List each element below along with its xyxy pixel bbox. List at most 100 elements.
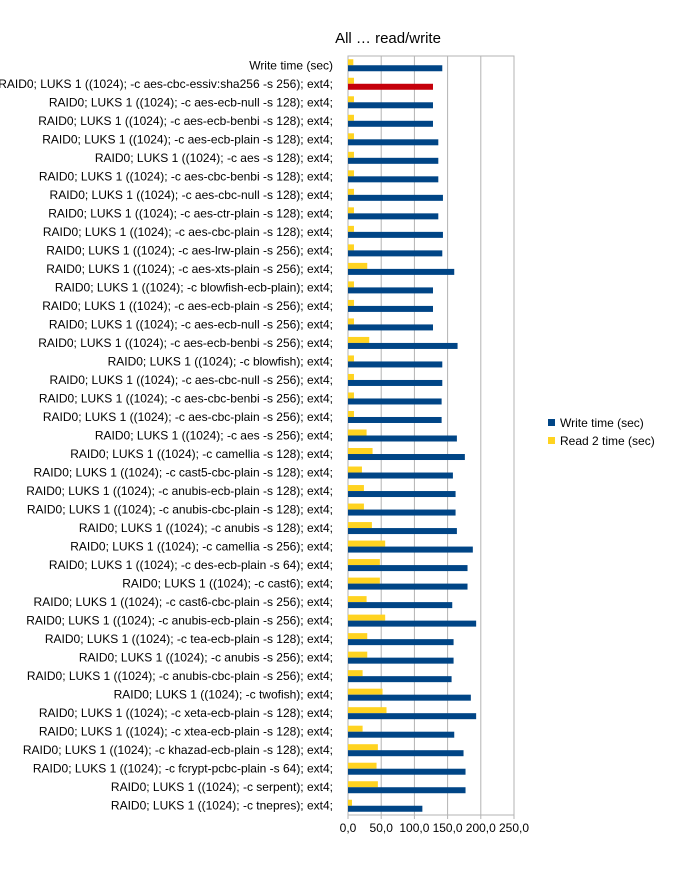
category-label: RAID0; LUKS 1 ((1024); -c aes-ctr-plain … xyxy=(48,206,333,220)
category-label: RAID0; LUKS 1 ((1024); -c cast6); ext4; xyxy=(122,577,333,591)
category-label: RAID0; LUKS 1 ((1024); -c blowfish-ecb-p… xyxy=(55,280,333,294)
bar-read xyxy=(348,299,354,306)
category-label: RAID0; LUKS 1 ((1024); -c aes-ecb-benbi … xyxy=(38,114,333,128)
bar-read xyxy=(348,410,354,417)
category-label: RAID0; LUKS 1 ((1024); -c camellia -s 25… xyxy=(70,540,333,554)
bar-write xyxy=(348,435,457,442)
category-label: RAID0; LUKS 1 ((1024); -c aes -s 128); e… xyxy=(95,151,333,165)
bar-read xyxy=(348,244,354,251)
category-label: RAID0; LUKS 1 ((1024); -c xtea-ecb-plain… xyxy=(39,725,333,739)
bar-read xyxy=(348,762,377,769)
bar-read xyxy=(348,633,368,640)
chart-title: All … read/write xyxy=(335,30,441,47)
bar-write xyxy=(348,639,454,646)
bar-read xyxy=(348,281,354,288)
bar-read xyxy=(348,336,370,343)
bar-write xyxy=(348,805,423,812)
bar-write xyxy=(348,250,443,257)
bar-write xyxy=(348,176,439,183)
category-label: RAID0; LUKS 1 ((1024); -c fcrypt-pcbc-pl… xyxy=(33,762,333,776)
bar-write xyxy=(348,620,477,627)
bar-write xyxy=(348,361,443,368)
bar-write xyxy=(348,305,433,312)
bar-write xyxy=(348,676,452,683)
bar-write xyxy=(348,398,442,405)
bar-read xyxy=(348,392,354,399)
category-label: RAID0; LUKS 1 ((1024); -c aes-ecb-benbi … xyxy=(38,336,333,350)
bar-write xyxy=(348,342,458,349)
bar-read xyxy=(348,503,364,510)
bars-group xyxy=(348,59,477,812)
bar-read xyxy=(348,373,354,380)
category-label: RAID0; LUKS 1 ((1024); -c aes-cbc-essiv:… xyxy=(0,77,333,91)
x-tick-label: 250,0 xyxy=(499,821,529,835)
bar-read xyxy=(348,133,354,140)
bar-read xyxy=(348,170,354,177)
category-label: RAID0; LUKS 1 ((1024); -c xeta-ecb-plain… xyxy=(39,706,333,720)
bar-read xyxy=(348,485,364,492)
bar-write xyxy=(348,491,456,498)
bar-write xyxy=(348,454,465,461)
bar-read xyxy=(348,225,354,232)
bar-read xyxy=(348,670,363,677)
category-label: RAID0; LUKS 1 ((1024); -c tnepres); ext4… xyxy=(111,799,333,813)
category-label: Write time (sec) xyxy=(249,58,333,72)
bar-write xyxy=(348,768,466,775)
category-label: RAID0; LUKS 1 ((1024); -c tea-ecb-plain … xyxy=(45,632,333,646)
bar-read xyxy=(348,596,367,603)
x-tick-label: 150,0 xyxy=(433,821,463,835)
bar-read xyxy=(348,559,380,566)
bar-write xyxy=(348,287,433,294)
legend-swatch xyxy=(548,419,555,426)
bar-read xyxy=(348,262,368,269)
x-tick-label: 50,0 xyxy=(370,821,394,835)
bar-write xyxy=(348,194,443,201)
bar-write xyxy=(348,157,439,164)
bar-write xyxy=(348,750,464,757)
bar-write xyxy=(348,565,468,572)
category-label: RAID0; LUKS 1 ((1024); -c aes-cbc-null -… xyxy=(50,188,333,202)
bar-read xyxy=(348,355,354,362)
bar-read xyxy=(348,151,354,158)
category-label: RAID0; LUKS 1 ((1024); -c anubis -s 128)… xyxy=(79,521,333,535)
category-label: RAID0; LUKS 1 ((1024); -c anubis-cbc-pla… xyxy=(27,669,333,683)
category-label: RAID0; LUKS 1 ((1024); -c camellia -s 12… xyxy=(70,447,333,461)
bar-read xyxy=(348,744,378,751)
bar-write xyxy=(348,528,457,535)
bar-read xyxy=(348,688,383,695)
bar-read xyxy=(348,448,373,455)
category-label: RAID0; LUKS 1 ((1024); -c aes-cbc-benbi … xyxy=(39,169,333,183)
bar-read xyxy=(348,522,372,529)
bar-write xyxy=(348,787,466,794)
category-label: RAID0; LUKS 1 ((1024); -c aes-ecb-plain … xyxy=(42,132,333,146)
category-label: RAID0; LUKS 1 ((1024); -c anubis-cbc-pla… xyxy=(27,503,333,517)
bar-write xyxy=(348,546,473,553)
category-label: RAID0; LUKS 1 ((1024); -c cast6-cbc-plai… xyxy=(34,595,333,609)
category-label: RAID0; LUKS 1 ((1024); -c aes-cbc-benbi … xyxy=(39,391,333,405)
bar-write xyxy=(348,65,443,72)
category-label: RAID0; LUKS 1 ((1024); -c twofish); ext4… xyxy=(114,688,333,702)
bar-write xyxy=(348,102,433,109)
category-label: RAID0; LUKS 1 ((1024); -c anubis -s 256)… xyxy=(79,651,333,665)
category-label: RAID0; LUKS 1 ((1024); -c aes-cbc-plain … xyxy=(43,410,333,424)
bar-read xyxy=(348,577,380,584)
category-label: RAID0; LUKS 1 ((1024); -c aes-ecb-plain … xyxy=(42,299,333,313)
bar-read xyxy=(348,707,387,714)
bar-read xyxy=(348,466,362,473)
x-tick-label: 0,0 xyxy=(340,821,357,835)
bar-write xyxy=(348,731,455,738)
bar-read xyxy=(348,77,354,84)
category-label: RAID0; LUKS 1 ((1024); -c cast5-cbc-plai… xyxy=(34,466,333,480)
bar-write xyxy=(348,509,456,516)
bar-write xyxy=(348,472,453,479)
category-label: RAID0; LUKS 1 ((1024); -c aes -s 256); e… xyxy=(95,429,333,443)
category-label: RAID0; LUKS 1 ((1024); -c aes-cbc-plain … xyxy=(43,225,333,239)
bar-write xyxy=(348,713,477,720)
bar-read xyxy=(348,651,368,658)
bar-read xyxy=(348,188,354,195)
bar-write xyxy=(348,231,443,238)
bar-read xyxy=(348,207,354,214)
x-tick-label: 100,0 xyxy=(399,821,429,835)
category-label: RAID0; LUKS 1 ((1024); -c aes-xts-plain … xyxy=(46,262,333,276)
